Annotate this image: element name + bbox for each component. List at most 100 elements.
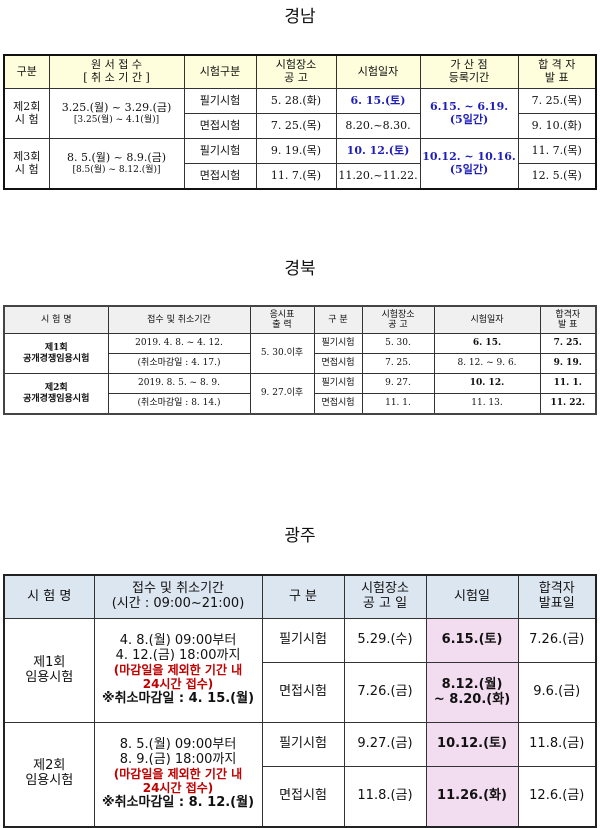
gwangju-schedule-table: 시 험 명 접수 및 취소기간 (시간 : 09:00~21:00) 구 분 시… (3, 574, 597, 828)
venue-notice: 11. 7.(목) (255, 163, 337, 190)
table-row: (취소마감일 : 4. 17.) 면접시험 7. 25. 8. 12. ~ 9.… (4, 353, 597, 374)
exam-date-line: 8.12.(월) (441, 676, 503, 692)
header-exam-date: 시험일 (425, 574, 519, 619)
round-name-line: 시 험 (14, 162, 39, 176)
result-date: 12.6.(금) (517, 766, 597, 827)
exam-type: 필기시험 (261, 618, 345, 663)
venue-notice: 9.27.(금) (343, 722, 427, 767)
bonus-duration: (5일간) (449, 162, 489, 176)
application-note: 24시간 접수) (142, 676, 214, 691)
venue-notice: 7. 25.(목) (255, 113, 337, 139)
round-name: 제2회 임용시험 (3, 722, 95, 827)
exam-date: 8.12.(월) ~ 8.20.(화) (425, 662, 519, 723)
application-start: 4. 8.(월) 09:00부터 (119, 633, 237, 649)
cancel-deadline: ※취소마감일 : 8. 12.(월) (101, 794, 255, 810)
round-name-line: 임용시험 (25, 773, 74, 789)
exam-type: 면접시험 (261, 662, 345, 723)
result-date: 7.26.(금) (517, 618, 597, 663)
round-name-line: 시 험 (14, 112, 39, 126)
header-text: 응시표 (269, 309, 295, 320)
table-row: 면접시험 11. 7.(목) 11.20.~11.22. 12. 5.(목) (4, 163, 597, 190)
header-application: 접수 및 취소기간 (107, 305, 251, 334)
venue-notice: 7.26.(금) (343, 662, 427, 723)
table-row: 면접시험 11.8.(금) 11.26.(화) 12.6.(금) (4, 766, 597, 827)
header-text: [ 취 소 기 간 ] (83, 71, 150, 84)
round-name: 제3회 시 험 (3, 138, 50, 190)
table-row: 제1회 임용시험 4. 8.(월) 09:00부터 4. 12.(금) 18:0… (3, 618, 597, 723)
header-ticket-print: 응시표 출 력 (249, 305, 315, 334)
header-text: 가 산 점 (450, 58, 488, 72)
exam-date-line: ~ 8.20.(화) (433, 691, 511, 707)
round-name-line: 제1회 (33, 654, 66, 670)
exam-type: 필기시험 (183, 88, 257, 114)
header-text: 출 력 (272, 320, 292, 330)
application-end: 8. 9.(금) 18:00까지 (119, 751, 237, 767)
header-exam-date: 시험일자 (433, 305, 541, 334)
application-start: 8. 5.(월) 09:00부터 (119, 737, 237, 753)
header-text: 합 격 자 (538, 58, 576, 72)
section-title-gwangju: 광주 (284, 526, 316, 546)
header-exam-name: 시 험 명 (3, 574, 95, 619)
result-date: 11. 1. (539, 373, 597, 394)
cancel-deadline: ※취소마감일 : 4. 15.(월) (101, 690, 255, 706)
result-date: 7. 25. (539, 333, 597, 354)
result-date: 7. 25.(목) (517, 88, 597, 114)
application-dates: 2019. 4. 8. ~ 4. 12. (107, 333, 251, 354)
exam-type: 필기시험 (313, 373, 363, 394)
header-text: (시간 : 09:00~21:00) (111, 596, 245, 611)
round-name-line: 제2회 (44, 383, 68, 394)
exam-type: 면접시험 (183, 163, 257, 190)
table-row: 제2회 임용시험 8. 5.(월) 09:00부터 8. 9.(금) 18:00… (3, 722, 597, 827)
table-row: 제2회 시 험 3.25.(월) ~ 3.29.(금) [3.25(월) ~ 4… (3, 88, 597, 139)
exam-type: 면접시험 (261, 766, 345, 827)
header-text: 발표일 (538, 596, 575, 611)
bonus-duration: (5일간) (449, 112, 489, 126)
header-result: 합 격 자 발 표 (517, 54, 597, 89)
exam-type: 필기시험 (261, 722, 345, 767)
header-text: 공 고 일 (362, 596, 408, 611)
result-date: 11. 22. (539, 393, 597, 415)
venue-notice: 11.8.(금) (343, 766, 427, 827)
exam-date: 11. 13. (433, 393, 541, 415)
header-category: 구 분 (261, 574, 345, 619)
application-dates: 2019. 8. 5. ~ 8. 9. (107, 373, 251, 394)
bonus-period: 10.12. ~ 10.16. (5일간) (419, 138, 519, 190)
exam-date: 10. 12. (433, 373, 541, 394)
header-text: 시험장소 (361, 581, 409, 597)
venue-notice: 9. 19.(목) (255, 138, 337, 164)
header-venue-notice: 시험장소 공 고 일 (343, 574, 427, 619)
table-header-row: 시 험 명 접수 및 취소기간 응시표 출 력 구 분 시험장소 공 고 시험일… (3, 305, 597, 334)
exam-date: 8. 12. ~ 9. 6. (433, 353, 541, 374)
round-name: 제2회 시 험 (3, 88, 50, 139)
cancel-period: [8.5(월) ~ 8.12.(월)] (72, 164, 161, 175)
venue-notice: 5.29.(수) (343, 618, 427, 663)
ticket-print: 5. 30.이후 (249, 333, 315, 374)
exam-date: 6.15.(토) (425, 618, 519, 663)
application-period: 3.25.(월) ~ 3.29.(금) [3.25(월) ~ 4.1(월)] (48, 88, 185, 139)
round-name-line: 제2회 (33, 758, 66, 774)
header-text: 공 고 (284, 71, 308, 84)
exam-type: 면접시험 (183, 113, 257, 139)
exam-date: 10. 12.(토) (335, 138, 421, 164)
application-period: 8. 5.(월) ~ 8.9.(금) [8.5(월) ~ 8.12.(월)] (48, 138, 185, 190)
venue-notice: 5. 28.(화) (255, 88, 337, 114)
header-result: 합격자 발표일 (517, 574, 597, 619)
section-title-gyeongnam: 경남 (284, 7, 316, 27)
header-bonus-period: 가 산 점 등록기간 (419, 54, 519, 89)
table-header-row: 시 험 명 접수 및 취소기간 (시간 : 09:00~21:00) 구 분 시… (3, 574, 597, 619)
header-category: 구분 (3, 54, 50, 89)
result-date: 11. 7.(목) (517, 138, 597, 164)
round-name-line: 임용시험 (25, 669, 74, 685)
table-row: 제2회 공개경쟁임용시험 2019. 8. 5. ~ 8. 9. 9. 27.이… (3, 373, 597, 415)
application-note: 24시간 접수) (142, 780, 214, 795)
result-date: 12. 5.(목) (517, 163, 597, 190)
round-name-line: 공개경쟁임용시험 (23, 393, 90, 404)
bonus-period: 6.15. ~ 6.19. (5일간) (419, 88, 519, 139)
round-name-line: 공개경쟁임용시험 (23, 353, 90, 364)
result-date: 9. 10.(화) (517, 113, 597, 139)
header-result: 합격자 발 표 (539, 305, 597, 334)
header-text: 합격자 (538, 581, 575, 597)
exam-date: 8.20.~8.30. (335, 113, 421, 139)
exam-type: 면접시험 (313, 393, 363, 415)
application-period: 8. 5.(월) 09:00부터 8. 9.(금) 18:00까지 (마감일을 … (93, 722, 263, 827)
